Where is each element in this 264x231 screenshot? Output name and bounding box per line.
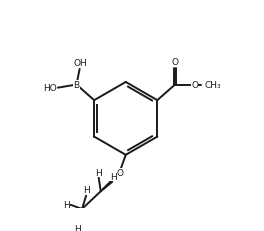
Text: B: B <box>73 81 79 90</box>
Text: H: H <box>83 185 89 195</box>
Text: O: O <box>116 168 123 177</box>
Text: H: H <box>74 224 81 231</box>
Text: O: O <box>172 58 178 67</box>
Text: HO: HO <box>43 84 57 93</box>
Text: H: H <box>110 172 117 181</box>
Text: H: H <box>63 201 69 209</box>
Text: H: H <box>95 168 102 177</box>
Text: OH: OH <box>74 59 88 67</box>
Text: CH₃: CH₃ <box>204 81 221 90</box>
Text: O: O <box>191 81 198 90</box>
